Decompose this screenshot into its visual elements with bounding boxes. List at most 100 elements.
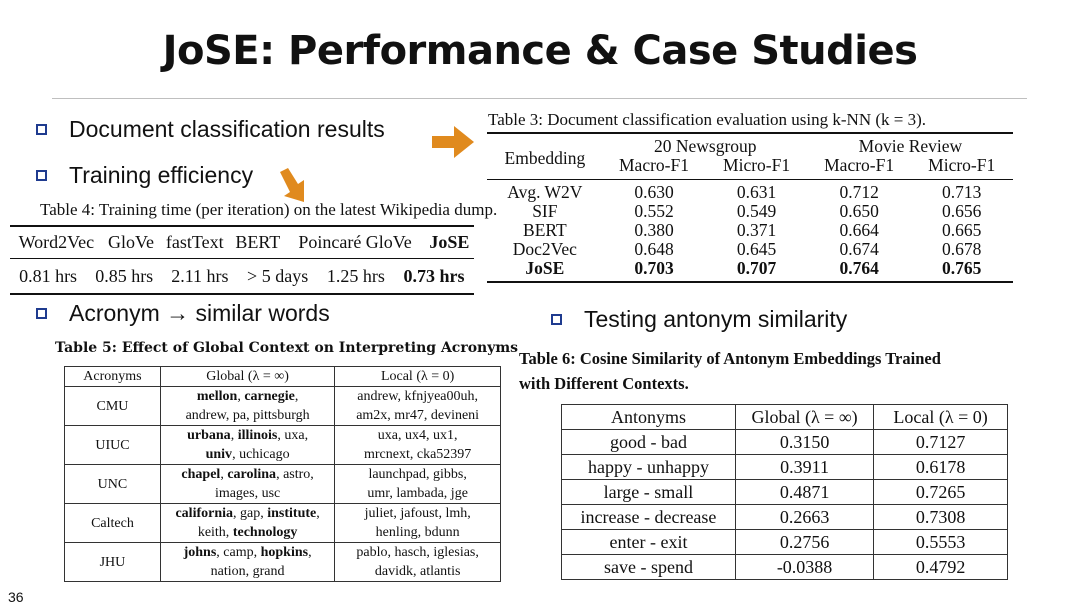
- table6-cell: save - spend: [561, 554, 736, 580]
- table5-global: chapel, carolina, astro, images, usc: [159, 464, 336, 504]
- table3-cell: 0.707: [736, 258, 777, 278]
- table-row: SIF 0.552 0.549 0.650 0.656: [487, 202, 1013, 221]
- title-divider: [52, 98, 1027, 99]
- table4-cell: 0.81 hrs: [19, 265, 78, 286]
- table5-local: launchpad, gibbs, umr, lambada, jge: [334, 464, 501, 504]
- checkbox-bullet-icon: [36, 308, 47, 319]
- table6-caption-line: Table 6: Cosine Similarity of Antonym Em…: [519, 349, 941, 368]
- table-row: happy - unhappy 0.3911 0.6178: [561, 454, 1008, 480]
- arrow-right-icon: [432, 126, 474, 158]
- table3-embedding-header: Embedding: [504, 147, 586, 168]
- table5-global: urbana, illinois, uxa, univ, uchicago: [159, 425, 336, 465]
- table4-cell: 0.73 hrs: [403, 265, 465, 286]
- table6-cell: 0.4871: [734, 479, 875, 505]
- table5-caption: Table 5: Effect of Global Context on Int…: [55, 340, 519, 356]
- table3-cell: 0.765: [942, 258, 982, 278]
- table4-cell: 2.11 hrs: [171, 265, 229, 286]
- table6-cell: 0.7265: [873, 479, 1008, 505]
- table-row: Doc2Vec 0.648 0.645 0.674 0.678: [487, 240, 1013, 259]
- table4-cell: 0.85 hrs: [95, 265, 154, 286]
- table4-header: fastText: [165, 232, 224, 252]
- table6-cell: -0.0388: [734, 554, 875, 580]
- table-row: JoSE 0.703 0.707 0.764 0.765: [487, 259, 1013, 281]
- table3-row-name: SIF: [532, 201, 558, 221]
- table3-row-name: Avg. W2V: [507, 182, 583, 202]
- table4-header: BERT: [235, 232, 281, 252]
- table6-caption-line: with Different Contexts.: [519, 374, 689, 393]
- table3-cell: 0.645: [736, 239, 777, 259]
- bullet-text: Testing antonym similarity: [584, 306, 848, 332]
- table3-cell: 0.703: [634, 258, 674, 278]
- table3-subheader: Macro-F1: [824, 155, 895, 175]
- table5-acronym: UIUC: [64, 425, 161, 465]
- table3-cell: 0.552: [634, 201, 674, 221]
- table-row: CMU mellon, carnegie, andrew, pa, pittsbu…: [64, 386, 501, 426]
- table-row: Caltech california, gap, institute, keith…: [64, 503, 501, 543]
- table3-cell: 0.549: [736, 201, 777, 221]
- table-row: large - small 0.4871 0.7265: [561, 479, 1008, 505]
- table3-cell: 0.665: [942, 220, 982, 240]
- table3-cell: 0.648: [634, 239, 674, 259]
- bullet-training: Training efficiency: [36, 162, 253, 189]
- table-row: Avg. W2V 0.630 0.631 0.712 0.713: [487, 183, 1013, 202]
- table5-global: mellon, carnegie, andrew, pa, pittsburgh: [159, 386, 336, 426]
- bullet-acronym: Acronym → similar words: [36, 300, 330, 327]
- bullet-antonym: Testing antonym similarity: [551, 306, 847, 333]
- table3-cell: 0.674: [839, 239, 879, 259]
- table6-caption: Table 6: Cosine Similarity of Antonym Em…: [519, 346, 1059, 396]
- table6-cell: 0.7127: [873, 429, 1008, 455]
- table-row: UNC chapel, carolina, astro, images, usc …: [64, 464, 501, 504]
- table3-subheader: Macro-F1: [619, 155, 689, 175]
- table3-cell: 0.630: [634, 182, 674, 202]
- table6: Antonyms Global (λ = ∞) Local (λ = 0) go…: [561, 404, 1008, 580]
- table6-header: Antonyms: [561, 404, 736, 430]
- table5-global: johns, camp, hopkins, nation, grand: [159, 542, 336, 582]
- table6-cell: 0.3911: [734, 454, 875, 480]
- slide-title: JoSE: Performance & Case Studies: [162, 28, 918, 74]
- table6-cell: happy - unhappy: [561, 454, 736, 480]
- table3-cell: 0.713: [942, 182, 982, 202]
- table6-cell: 0.2756: [734, 529, 875, 555]
- bullet-text: Acronym → similar words: [69, 300, 330, 326]
- table5-acronym: UNC: [64, 464, 161, 504]
- table3-subheader: Micro-F1: [723, 155, 791, 175]
- table4-cell: 1.25 hrs: [326, 265, 385, 286]
- table3-row-name: Doc2Vec: [512, 239, 577, 259]
- table5-local: uxa, ux4, ux1, mrcnext, cka52397: [334, 425, 501, 465]
- table-row: JHU johns, camp, hopkins, nation, grand p…: [64, 542, 501, 582]
- bullet-text: Document classification results: [69, 116, 385, 142]
- table3-subheader: Micro-F1: [928, 155, 996, 175]
- table4-header: GloVe: [108, 232, 155, 252]
- table6-cell: 0.6178: [873, 454, 1008, 480]
- table3-row-name: BERT: [523, 220, 567, 240]
- table5-acronym: JHU: [64, 542, 161, 582]
- table5-acronym: Caltech: [64, 503, 161, 543]
- table6-cell: enter - exit: [561, 529, 736, 555]
- table-row: BERT 0.380 0.371 0.664 0.665: [487, 221, 1013, 240]
- table3-cell: 0.656: [942, 201, 982, 221]
- table3-row-name: JoSE: [525, 258, 565, 278]
- table3-cell: 0.631: [736, 182, 777, 202]
- checkbox-bullet-icon: [36, 170, 47, 181]
- table-row: increase - decrease 0.2663 0.7308: [561, 504, 1008, 530]
- checkbox-bullet-icon: [551, 314, 562, 325]
- table3-cell: 0.678: [942, 239, 982, 259]
- table3-cell: 0.371: [736, 220, 777, 240]
- table-row: UIUC urbana, illinois, uxa, univ, uchicag…: [64, 425, 501, 465]
- table5-header: Global (λ = ∞): [159, 366, 336, 387]
- table6-header: Local (λ = 0): [873, 404, 1008, 430]
- table4-caption: Table 4: Training time (per iteration) o…: [40, 200, 498, 219]
- table3-cell: 0.664: [839, 220, 879, 240]
- table6-cell: good - bad: [561, 429, 736, 455]
- table3-cell: 0.380: [634, 220, 674, 240]
- table3-caption: Table 3: Document classification evaluat…: [488, 110, 927, 129]
- table4-header: Poincaré GloVe: [298, 232, 412, 252]
- table3-cell: 0.712: [839, 182, 879, 202]
- table5-header: Acronyms: [64, 366, 161, 387]
- table6-cell: 0.7308: [873, 504, 1008, 530]
- table5-local: juliet, jafoust, lmh, henling, bdunn: [334, 503, 501, 543]
- table4-cell: > 5 days: [247, 265, 309, 286]
- table4-header: Word2Vec: [18, 232, 95, 252]
- table-row: save - spend -0.0388 0.4792: [561, 554, 1008, 580]
- arrow-down-right-icon: [280, 168, 304, 202]
